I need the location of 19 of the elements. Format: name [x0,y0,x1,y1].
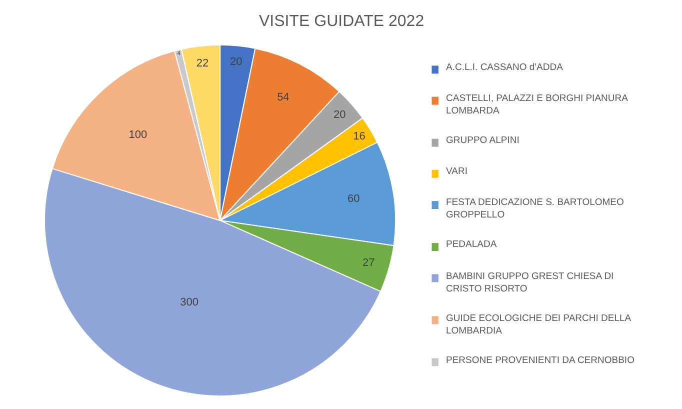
data-label: 100 [128,129,148,142]
legend-label: BAMBINI GRUPPO GREST CHIESA DI CRISTO RISORTO [446,271,614,294]
data-label: 27 [362,257,375,270]
data-label: 22 [196,57,209,70]
legend-label: FESTA DEDICAZIONE S. BARTOLOMEO GROPPELLO [446,197,624,220]
data-label: 300 [180,296,198,309]
data-label: 54 [277,91,290,104]
data-label: 16 [353,130,366,143]
chart-title: VISITE GUIDATE 2022 [259,13,424,30]
data-label: 20 [333,108,346,121]
legend-label: GRUPPO ALPINI [446,135,520,146]
legend-label: CASTELLI, PALAZZI E BORGHI PIANURA LOMBARDA [446,93,629,116]
legend-label: PERSONE PROVENIENTI DA CERNOBBIO [446,355,634,366]
data-label: 20 [230,56,242,68]
legend-label: VARI [446,166,468,177]
legend-label: GUIDE ECOLOGICHE DEI PARCHI DELLA LOMBARDIA [446,313,632,336]
data-label: 60 [347,193,360,206]
legend-label: A.C.L.I. CASSANO d'ADDA [446,62,564,73]
legend-label: PEDALADA [446,239,498,250]
